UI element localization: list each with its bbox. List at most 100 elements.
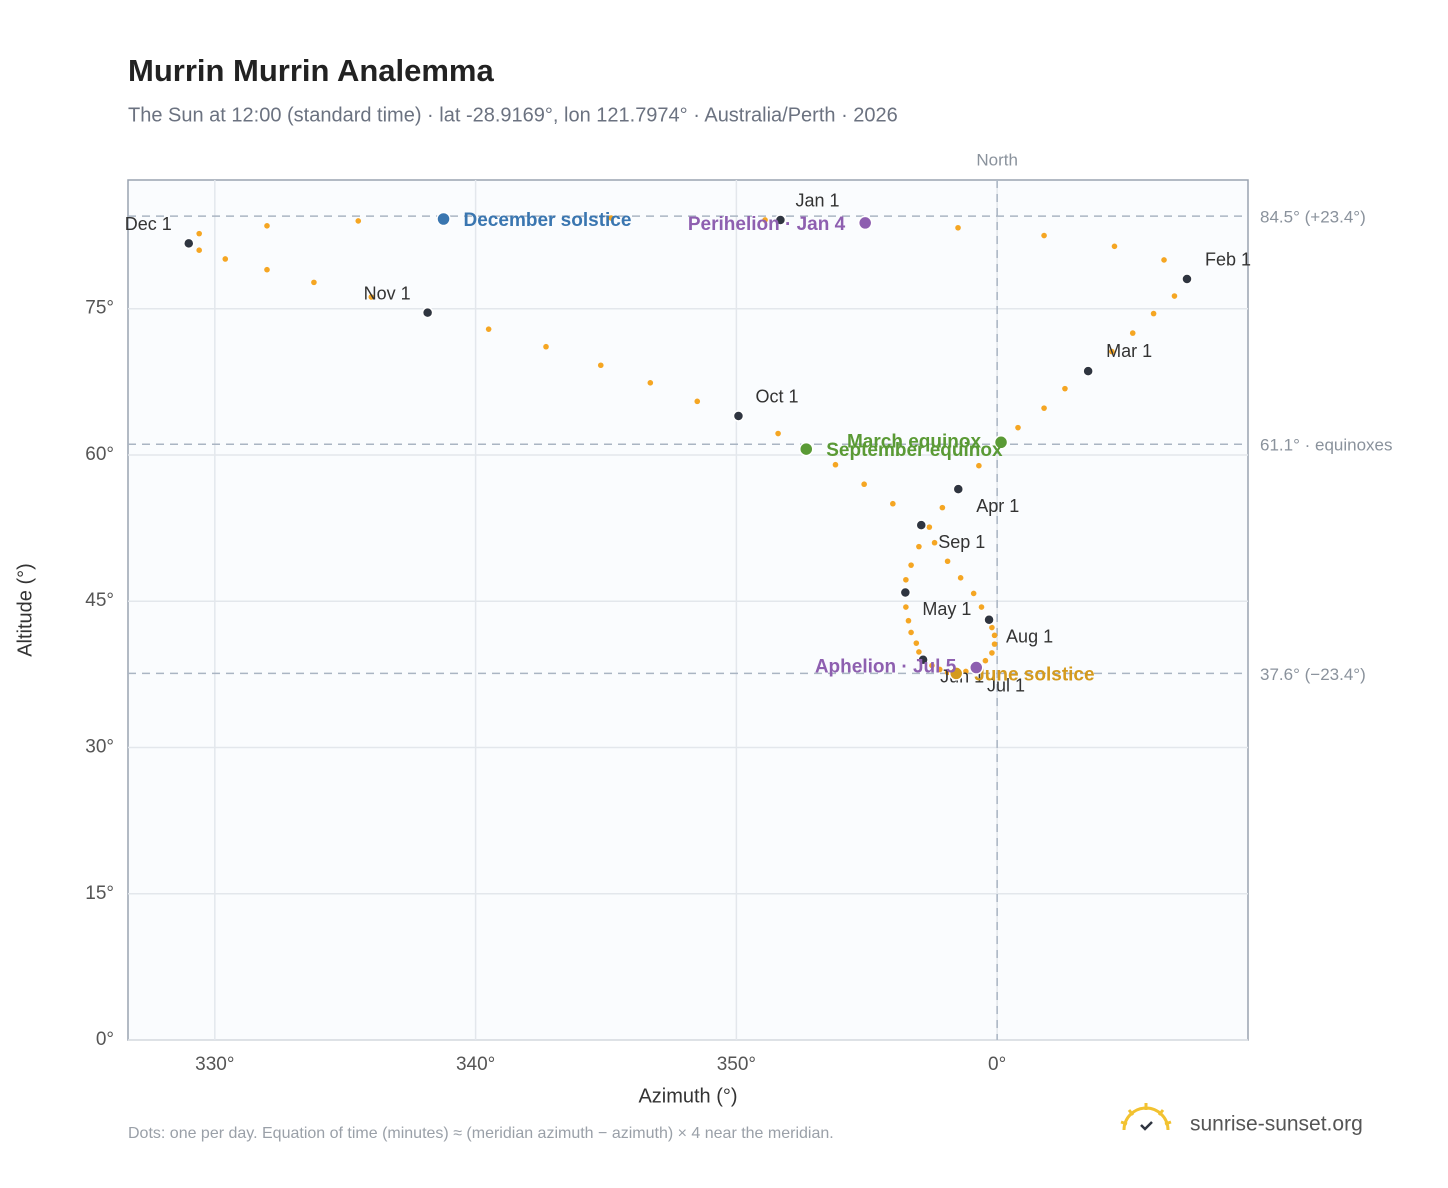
- day-dot: [931, 539, 938, 546]
- month-marker: [183, 237, 195, 250]
- month-marker: [899, 586, 912, 599]
- day-dot: [368, 294, 375, 300]
- day-dot: [762, 217, 768, 223]
- day-dot: [1109, 348, 1115, 355]
- event-label: March equinox: [847, 431, 982, 452]
- day-dot: [976, 462, 982, 469]
- day-dot: [647, 380, 654, 386]
- y-tick-label: 30°: [85, 736, 114, 757]
- day-dot: [1041, 405, 1047, 411]
- y-tick-label: 60°: [85, 444, 114, 465]
- day-dot: [913, 640, 920, 646]
- day-dot: [929, 662, 935, 669]
- day-dot: [939, 504, 946, 511]
- chart-subtitle: The Sun at 12:00 (standard time) · lat -…: [128, 104, 898, 126]
- y-tick-label: 0°: [96, 1029, 114, 1050]
- event-label: Aphelion · Jul 5: [815, 657, 957, 678]
- month-label: Oct 1: [755, 387, 798, 407]
- day-dot: [978, 604, 985, 610]
- reference-label: 61.1° · equinoxes: [1260, 436, 1393, 455]
- source: sunrise-sunset.org: [1190, 1113, 1363, 1136]
- month-label: Feb 1: [1205, 250, 1251, 270]
- month-label: Mar 1: [1106, 341, 1152, 361]
- day-dot: [832, 461, 839, 468]
- day-dot: [926, 524, 933, 530]
- day-dot: [1171, 293, 1178, 299]
- day-dot: [957, 575, 964, 581]
- month-marker: [774, 214, 787, 226]
- day-dot: [890, 500, 896, 507]
- y-axis-title: Altitude (°): [14, 563, 36, 657]
- north-label: North: [976, 150, 1018, 169]
- month-label: Jan 1: [795, 191, 839, 211]
- day-dot: [355, 218, 362, 224]
- month-marker: [421, 306, 434, 319]
- month-label: Sep 1: [938, 532, 985, 552]
- x-tick-label: 0°: [988, 1054, 1006, 1075]
- event-marker: [436, 211, 451, 227]
- day-dot: [775, 430, 781, 437]
- day-dot: [963, 668, 969, 675]
- day-dot: [903, 576, 909, 583]
- day-dot: [991, 632, 998, 639]
- month-marker: [732, 410, 745, 422]
- event-marker: [857, 215, 873, 231]
- x-tick-label: 330°: [195, 1054, 234, 1075]
- month-label: Jul 1: [987, 675, 1025, 695]
- event-label: September equinox: [826, 440, 1003, 461]
- month-label: May 1: [922, 599, 971, 619]
- event-marker: [799, 441, 814, 457]
- x-tick-label: 350°: [717, 1054, 756, 1075]
- day-dot: [264, 223, 270, 229]
- day-dot: [196, 230, 202, 237]
- month-marker: [1181, 273, 1193, 285]
- day-dot: [694, 398, 701, 405]
- month-marker: [917, 653, 929, 666]
- event-label: December solstice: [464, 210, 632, 231]
- event-marker: [969, 660, 984, 675]
- y-tick-label: 45°: [85, 590, 114, 611]
- reference-label: 84.5° (+23.4°): [1260, 208, 1366, 227]
- event-marker: [948, 666, 964, 681]
- y-tick-label: 15°: [85, 883, 114, 904]
- logo: [1120, 1103, 1172, 1131]
- month-marker: [915, 519, 928, 531]
- day-dot: [908, 562, 914, 568]
- day-dot: [861, 481, 867, 488]
- plot-area: [127, 179, 1249, 1041]
- day-dot: [982, 657, 989, 664]
- day-dot: [543, 343, 549, 350]
- day-dot: [991, 641, 998, 647]
- day-dot: [916, 649, 922, 655]
- event-label: Perihelion · Jan 4: [688, 214, 846, 235]
- day-dot: [196, 247, 202, 254]
- month-marker: [952, 483, 965, 495]
- day-dot: [1041, 232, 1047, 239]
- chart-title: Murrin Murrin Analemma: [128, 53, 494, 88]
- day-dot: [597, 362, 604, 369]
- day-dot: [1062, 385, 1068, 392]
- day-dot: [311, 279, 317, 286]
- footnote: Dots: one per day. Equation of time (min…: [128, 1125, 834, 1142]
- day-dot: [916, 543, 922, 550]
- day-dot: [1111, 243, 1118, 250]
- event-marker: [993, 435, 1009, 450]
- event-label: June solstice: [974, 664, 1094, 685]
- day-dot: [989, 624, 995, 631]
- day-dot: [264, 266, 270, 273]
- day-dot: [955, 224, 961, 231]
- day-dot: [989, 650, 995, 656]
- reference-label: 37.6° (−23.4°): [1260, 665, 1366, 684]
- day-dot: [944, 558, 951, 565]
- day-dot: [936, 666, 943, 673]
- day-dot: [485, 326, 492, 332]
- day-dot: [1161, 257, 1167, 263]
- day-dot: [905, 617, 912, 624]
- day-dot: [908, 629, 914, 636]
- x-tick-label: 340°: [456, 1054, 495, 1075]
- day-dot: [1129, 330, 1136, 336]
- day-dot: [1150, 310, 1157, 317]
- month-marker: [1082, 365, 1094, 377]
- month-marker: [983, 614, 995, 626]
